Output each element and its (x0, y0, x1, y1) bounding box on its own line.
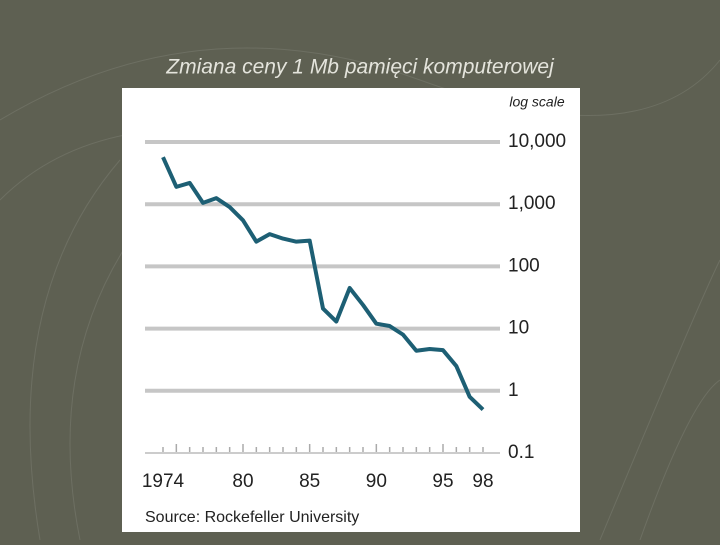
x-tick-label: 90 (366, 471, 387, 492)
y-tick-label: 10,000 (508, 131, 566, 152)
x-tick-label: 85 (299, 471, 320, 492)
background-decoration (0, 47, 720, 541)
x-tick-label: 95 (432, 471, 453, 492)
y-tick-label: 1,000 (508, 193, 556, 214)
chart-background (122, 88, 580, 532)
y-tick-label: 0.1 (508, 442, 534, 463)
slide-title: Zmiana ceny 1 Mb pamięci komputerowej (165, 56, 555, 79)
source-note: Source: Rockefeller University (145, 509, 359, 526)
y-tick-label: 100 (508, 255, 540, 276)
scale-note: log scale (509, 94, 564, 110)
x-tick-label: 80 (232, 471, 253, 492)
y-tick-label: 1 (508, 380, 519, 401)
x-tick-label: 98 (472, 471, 493, 492)
x-tick-label: 1974 (142, 471, 185, 492)
y-tick-label: 10 (508, 318, 529, 339)
data-line (161, 156, 485, 411)
